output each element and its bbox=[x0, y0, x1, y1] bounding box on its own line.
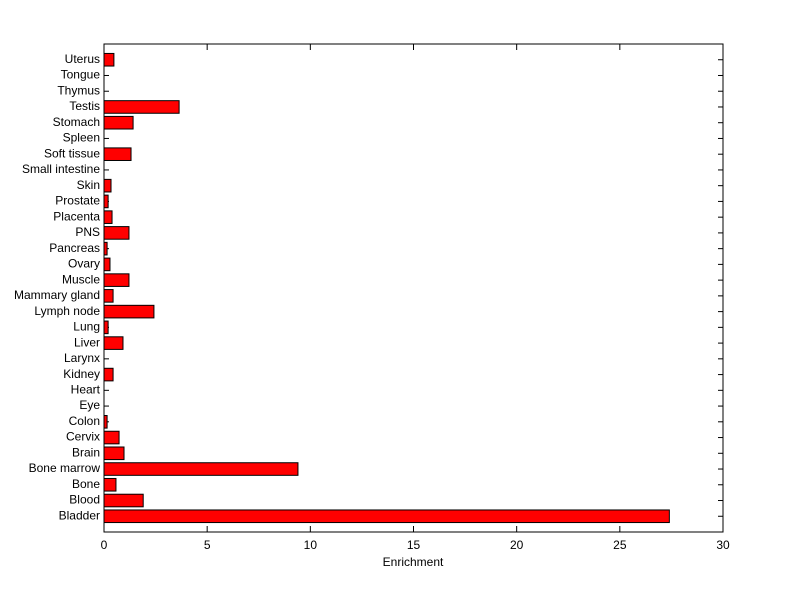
x-axis-label: Enrichment bbox=[383, 555, 444, 569]
y-tick-label: Cervix bbox=[66, 430, 100, 444]
y-tick-label: Eye bbox=[79, 398, 100, 412]
y-tick-label: Stomach bbox=[53, 115, 100, 129]
y-tick-label: Brain bbox=[72, 445, 100, 459]
x-tick-label: 15 bbox=[407, 538, 421, 552]
bar bbox=[103, 115, 134, 130]
y-tick-label: Bone marrow bbox=[29, 461, 101, 475]
bar bbox=[103, 257, 111, 272]
x-tick-label: 25 bbox=[613, 538, 627, 552]
x-tick-label: 30 bbox=[716, 538, 730, 552]
bar bbox=[103, 147, 132, 161]
bar bbox=[103, 509, 670, 524]
x-tick-label: 20 bbox=[510, 538, 524, 552]
x-tick-label: 0 bbox=[101, 538, 108, 552]
y-tick-label: Liver bbox=[74, 335, 100, 349]
bar bbox=[103, 273, 130, 287]
y-tick-label: Muscle bbox=[62, 272, 100, 286]
bar bbox=[103, 477, 117, 492]
bar bbox=[103, 100, 180, 114]
bar bbox=[103, 194, 109, 209]
bar bbox=[103, 367, 114, 382]
y-tick-label: Ovary bbox=[68, 257, 100, 271]
bar bbox=[103, 462, 299, 476]
y-tick-label: Colon bbox=[69, 414, 100, 428]
y-tick-label: Lymph node bbox=[34, 304, 100, 318]
x-tick-label: 10 bbox=[304, 538, 318, 552]
y-tick-label: Skin bbox=[77, 178, 100, 192]
y-tick-label: Small intestine bbox=[22, 162, 100, 176]
bar bbox=[103, 210, 113, 224]
y-tick-label: Thymus bbox=[57, 83, 100, 97]
bar bbox=[103, 430, 120, 445]
y-tick-label: PNS bbox=[75, 225, 100, 239]
y-tick-label: Spleen bbox=[63, 131, 100, 145]
bar bbox=[103, 446, 125, 461]
y-tick-label: Soft tissue bbox=[44, 146, 100, 160]
bar bbox=[103, 336, 124, 350]
y-tick-label: Bladder bbox=[59, 508, 100, 522]
y-tick-label: Heart bbox=[71, 382, 101, 396]
y-tick-label: Kidney bbox=[63, 367, 100, 381]
y-tick-label: Placenta bbox=[53, 209, 100, 223]
bar bbox=[103, 178, 112, 193]
y-tick-label: Tongue bbox=[61, 68, 101, 82]
y-tick-label: Larynx bbox=[64, 351, 100, 365]
bar bbox=[103, 289, 114, 303]
y-tick-label: Blood bbox=[69, 493, 100, 507]
y-tick-label: Testis bbox=[69, 99, 100, 113]
bar bbox=[103, 52, 115, 67]
y-tick-label: Lung bbox=[73, 320, 100, 334]
bar bbox=[103, 493, 144, 508]
y-tick-label: Bone bbox=[72, 477, 100, 491]
bar bbox=[103, 304, 155, 319]
bar bbox=[103, 320, 109, 335]
y-tick-label: Mammary gland bbox=[14, 288, 100, 302]
y-tick-label: Prostate bbox=[55, 194, 100, 208]
y-tick-label: Uterus bbox=[65, 52, 100, 66]
plot-frame bbox=[103, 43, 724, 533]
bar bbox=[103, 226, 130, 240]
y-tick-label: Pancreas bbox=[49, 241, 100, 255]
x-tick-label: 5 bbox=[204, 538, 211, 552]
